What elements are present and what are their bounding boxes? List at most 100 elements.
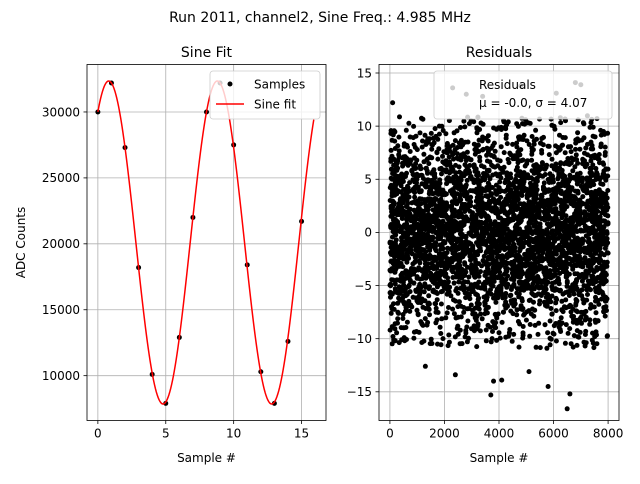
residuals-residual-outlier (452, 372, 458, 378)
residuals-residual-point (429, 260, 435, 266)
residuals-residual-point (434, 189, 440, 195)
residuals-residual-point (465, 291, 470, 296)
residuals-residual-point (392, 269, 398, 275)
residuals-residual-point (559, 298, 565, 304)
residuals-residual-point (464, 339, 470, 345)
residuals-residual-point (445, 275, 451, 281)
residuals-residual-point (441, 264, 447, 269)
residuals-residual-point (554, 196, 560, 202)
residuals-residual-point (492, 264, 498, 270)
residuals-residual-point (465, 155, 471, 161)
sine-fit-ylabel: ADC Counts (14, 207, 28, 279)
residuals-residual-point (511, 182, 516, 188)
residuals-xlabel: Sample # (470, 451, 529, 465)
residuals-residual-point (582, 209, 588, 215)
residuals-residual-point (580, 296, 586, 302)
residuals-residual-point (419, 144, 425, 150)
residuals-residual-point (416, 288, 422, 294)
residuals-residual-point (586, 176, 592, 182)
residuals-residual-point (529, 157, 535, 163)
residuals-residual-point (434, 317, 440, 323)
residuals-residual-point (573, 137, 579, 143)
residuals-residual-point (448, 215, 454, 221)
residuals-title: Residuals (466, 45, 532, 61)
residuals-residual-point (426, 293, 432, 299)
residuals-residual-point (503, 259, 508, 265)
residuals-residual-point (587, 165, 593, 171)
residuals-residual-point (451, 207, 457, 213)
residuals-residual-point (446, 305, 451, 310)
residuals-residual-point (389, 137, 395, 143)
residuals-residual-point (476, 172, 481, 178)
residuals-residual-point (582, 223, 588, 229)
residuals-residual-point (408, 248, 414, 254)
residuals-residual-point (424, 168, 430, 174)
residuals-residual-outlier (545, 383, 551, 389)
residuals-residual-point (485, 133, 491, 139)
residuals-residual-point (524, 225, 530, 231)
residuals-residual-point (519, 215, 525, 221)
residuals-residual-point (574, 328, 580, 334)
residuals-residual-point (538, 140, 544, 146)
residuals-residual-point (560, 200, 566, 206)
residuals-residual-point (462, 243, 468, 249)
residuals-residual-point (476, 261, 482, 267)
residuals-residual-point (494, 254, 500, 260)
residuals-residual-point (470, 214, 476, 219)
residuals-residual-point (442, 200, 448, 206)
residuals-residual-point (603, 199, 609, 205)
residuals-residual-point (398, 196, 403, 202)
residuals-residual-point (397, 114, 402, 120)
residuals-residual-point (500, 254, 506, 260)
residuals-residual-point (549, 234, 555, 240)
residuals-residual-point (541, 199, 546, 205)
residuals-residual-point (410, 230, 416, 236)
residuals-residual-point (583, 227, 589, 233)
residuals-residual-point (537, 301, 542, 307)
residuals-residual-point (515, 217, 521, 222)
residuals-residual-point (604, 236, 610, 242)
residuals-residual-point (476, 279, 482, 285)
residuals-residual-point (523, 317, 529, 323)
residuals-residual-point (460, 281, 466, 287)
residuals-residual-point (476, 273, 482, 279)
residuals-residual-point (432, 241, 438, 247)
residuals-residual-point (590, 275, 596, 281)
residuals-residual-point (449, 199, 455, 205)
residuals-residual-point (598, 258, 604, 263)
residuals-residual-point (450, 190, 456, 196)
residuals-residual-point (443, 167, 449, 173)
residuals-residual-point (598, 141, 604, 147)
residuals-residual-point (391, 162, 397, 168)
residuals-residual-point (517, 169, 523, 175)
residuals-residual-point (428, 274, 434, 280)
residuals-residual-point (410, 214, 416, 220)
residuals-residual-point (411, 329, 417, 335)
residuals-residual-point (478, 232, 484, 238)
residuals-residual-point (522, 311, 528, 317)
residuals-residual-point (439, 123, 445, 129)
residuals-residual-point (493, 295, 499, 301)
residuals-residual-point (428, 197, 434, 203)
residuals-residual-point (397, 228, 403, 234)
residuals-residual-point (457, 181, 463, 187)
residuals-residual-point (459, 233, 465, 238)
residuals-residual-point (517, 321, 523, 327)
residuals-residual-point (495, 173, 501, 179)
residuals-residual-point (410, 135, 416, 141)
residuals-residual-point (542, 189, 548, 195)
residuals-residual-point (462, 209, 468, 214)
residuals-residual-point (508, 208, 514, 214)
residuals-residual-point (587, 170, 593, 176)
residuals-residual-point (470, 188, 476, 194)
residuals-residual-point (579, 271, 585, 277)
residuals-residual-point (440, 128, 446, 133)
residuals-residual-point (404, 250, 409, 256)
residuals-residual-point (402, 193, 408, 199)
residuals-residual-point (485, 263, 490, 269)
residuals-residual-point (572, 226, 578, 232)
residuals-residual-point (602, 245, 608, 251)
residuals-residual-point (401, 141, 407, 147)
residuals-residual-point (482, 311, 488, 317)
residuals-residual-point (585, 198, 591, 204)
